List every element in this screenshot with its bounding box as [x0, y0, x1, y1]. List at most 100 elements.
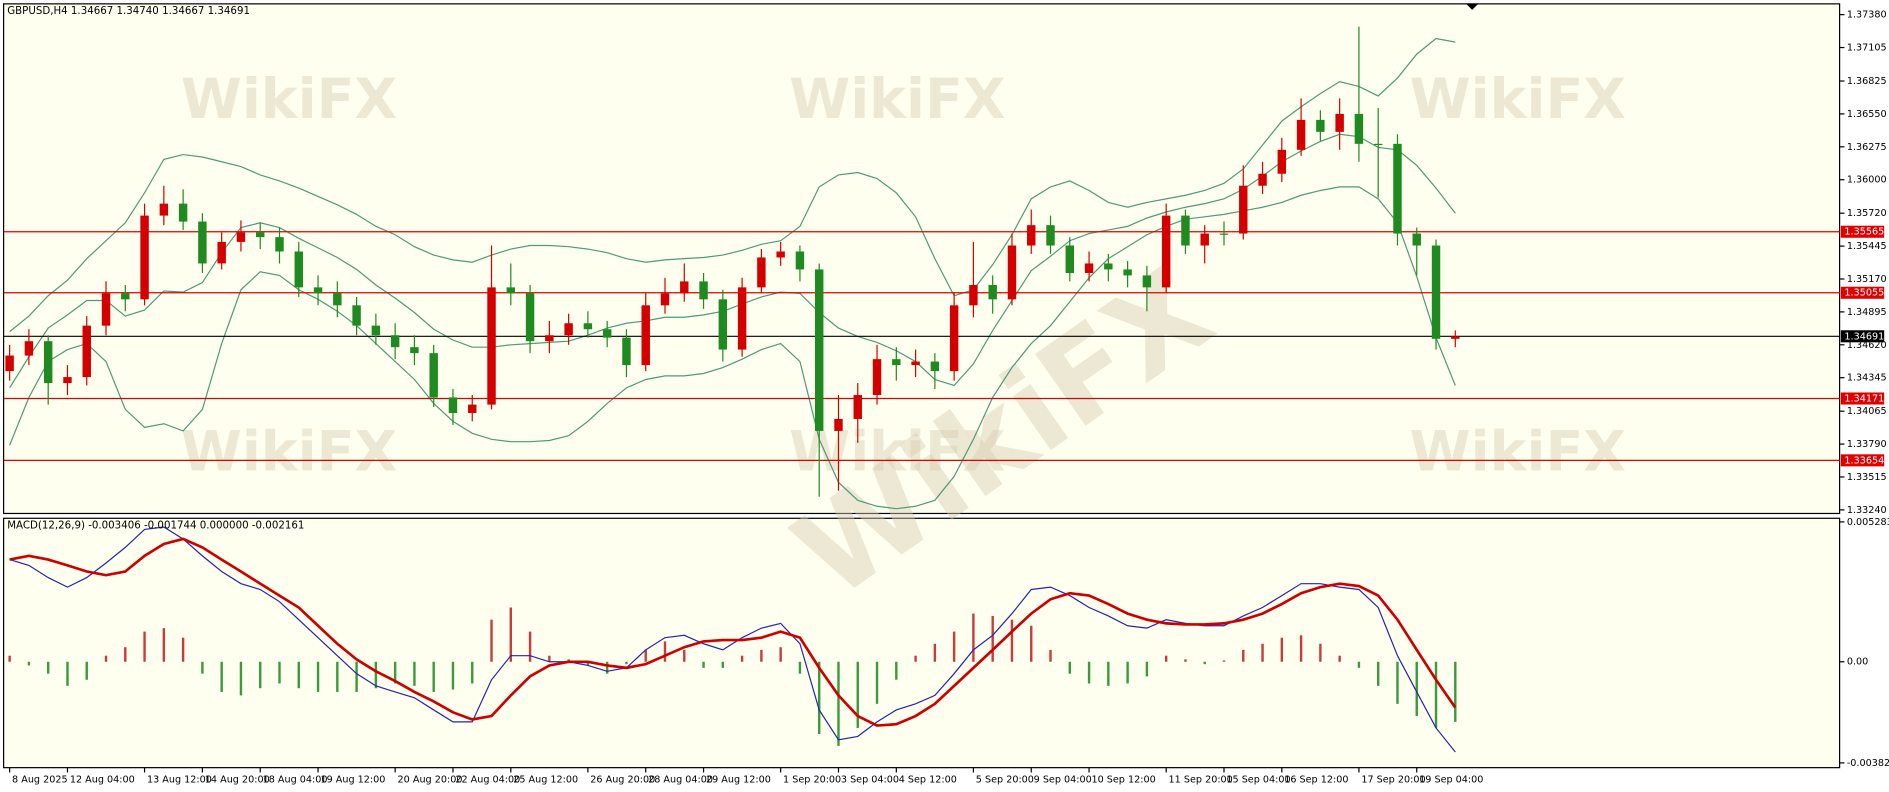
candle-body: [1219, 233, 1229, 235]
candle-body: [333, 293, 342, 306]
histogram-bar: [259, 661, 262, 689]
histogram-bar: [586, 661, 590, 666]
candle-body: [43, 341, 53, 384]
candle-body: [275, 237, 284, 252]
macd-title: MACD(12,26,9) -0.003406 -0.001744 0.0000…: [7, 520, 304, 532]
x-tick-label: 11 Sep 20:00: [1169, 775, 1233, 786]
histogram-bar: [605, 661, 609, 674]
histogram-bar: [798, 661, 802, 674]
candle-body: [371, 325, 381, 336]
price-panel: [3, 3, 1841, 515]
candle-body: [1277, 149, 1287, 174]
y-tick-label: 1.36550: [1847, 109, 1887, 120]
watermark: WikiFX: [181, 421, 398, 485]
x-tick-label: 29 Aug 12:00: [706, 775, 771, 786]
y-tick-label: 1.33515: [1847, 472, 1887, 483]
x-tick-label: 20 Aug 20:00: [398, 775, 463, 786]
histogram-bar: [297, 661, 300, 689]
y-tick-label: 0.005283: [1847, 517, 1889, 528]
candle-body: [1142, 275, 1152, 288]
histogram-bar: [393, 661, 397, 684]
candle-body: [988, 284, 997, 300]
candle-body: [390, 335, 400, 348]
histogram-bar: [1396, 661, 1399, 704]
x-tick-label: 3 Sep 04:00: [841, 775, 899, 786]
histogram-bar: [644, 649, 647, 662]
level-label: 1.35565: [1844, 227, 1884, 238]
macd-panel: [3, 517, 1841, 769]
candle-body: [313, 287, 323, 294]
watermark: WikiFX: [1410, 421, 1627, 485]
y-tick-label: 1.34620: [1847, 340, 1887, 351]
x-tick-label: 18 Aug 04:00: [263, 775, 328, 786]
x-tick-label: 15 Sep 04:00: [1226, 775, 1290, 786]
candle-body: [448, 397, 458, 413]
price-plot: [3, 26, 1840, 510]
histogram-bar: [355, 661, 358, 692]
histogram-bar: [471, 661, 474, 684]
candle-body: [1431, 245, 1441, 339]
candle-body: [429, 353, 438, 398]
candle-body: [930, 361, 940, 372]
candle-body: [506, 287, 516, 294]
y-tick-label: 0.00: [1847, 657, 1868, 668]
level-tag: [1840, 454, 1885, 467]
histogram-bar: [181, 637, 185, 662]
histogram-bar: [1242, 649, 1245, 662]
histogram-bar: [663, 641, 667, 662]
watermark: WikiFX: [181, 68, 398, 132]
x-tick-label: 26 Aug 20:00: [590, 775, 655, 786]
histogram-bar: [143, 631, 146, 662]
histogram-bar: [490, 619, 493, 662]
x-tick-label: 12 Aug 04:00: [70, 775, 135, 786]
level-tag: [1840, 392, 1885, 405]
x-tick-label: 19 Sep 04:00: [1419, 775, 1483, 786]
level-label: 1.33654: [1844, 455, 1884, 466]
candle-body: [583, 323, 593, 330]
histogram-bar: [1010, 619, 1014, 662]
candle-body: [236, 232, 246, 242]
y-tick-label: 1.34345: [1847, 373, 1887, 384]
x-tick-label: 8 Aug 2025: [12, 775, 68, 786]
histogram-bar: [46, 661, 50, 674]
histogram-bar: [914, 655, 917, 662]
indicator-line: [9, 537, 1457, 727]
x-tick-label: 5 Sep 20:00: [976, 775, 1034, 786]
histogram-bar: [1222, 660, 1226, 662]
y-tick-label: 1.36275: [1847, 142, 1887, 153]
histogram-bar: [27, 661, 31, 666]
candle-body: [1393, 143, 1402, 234]
x-tick-label: 13 Aug 12:00: [147, 775, 212, 786]
histogram-bar: [1087, 661, 1091, 684]
candle-body: [660, 293, 670, 306]
candle-body: [1316, 119, 1325, 132]
histogram-bar: [856, 661, 859, 728]
candle-body: [140, 215, 149, 300]
histogram-bar: [201, 661, 204, 674]
candle-body: [1027, 225, 1036, 246]
histogram-bar: [1434, 661, 1438, 728]
histogram-bar: [1376, 661, 1380, 686]
histogram-bar: [1299, 635, 1303, 662]
histogram-bar: [1126, 661, 1129, 684]
y-tick-label: -0.00382: [1847, 758, 1889, 769]
level-label: 1.34171: [1844, 394, 1884, 405]
candle-body: [101, 293, 111, 326]
watermark: WikiFX: [1410, 68, 1627, 132]
candle-body: [1104, 263, 1113, 270]
candle-body: [256, 232, 265, 238]
histogram-bar: [1203, 661, 1206, 665]
histogram-bar: [1357, 661, 1361, 668]
candle-body: [853, 395, 862, 419]
x-tick-label: 1 Sep 20:00: [783, 775, 841, 786]
histogram-bar: [432, 661, 435, 692]
candle-body: [468, 404, 477, 413]
candle-body: [410, 347, 419, 354]
candle-body: [892, 359, 901, 366]
chart-title: GBPUSD,H4 1.34667 1.34740 1.34667 1.3469…: [7, 5, 250, 17]
histogram-bar: [528, 631, 532, 662]
level-tag: [1840, 286, 1885, 299]
histogram-bar: [1184, 659, 1187, 662]
y-tick-label: 1.34895: [1847, 307, 1887, 318]
